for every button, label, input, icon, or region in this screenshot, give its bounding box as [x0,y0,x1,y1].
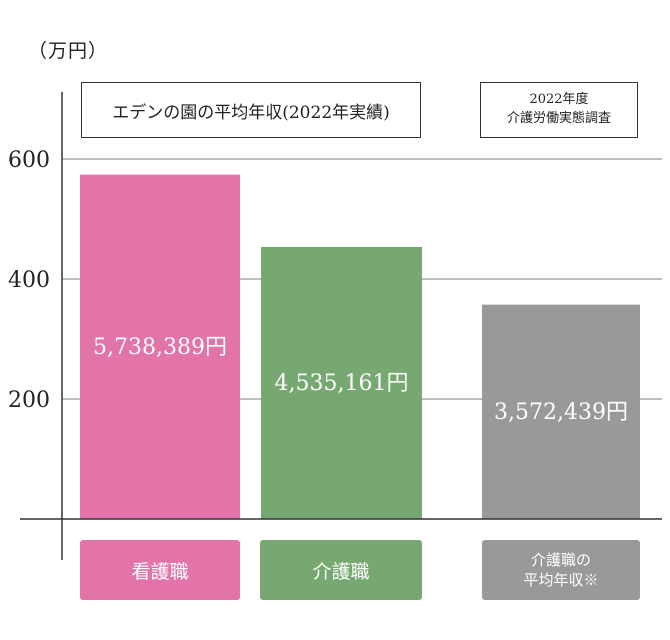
source-note: 2022年度 介護労働実態調査 [480,82,638,138]
bar-2 [482,304,640,519]
category-label-line: 介護職の [530,550,591,569]
category-label-line: 平均年収※ [523,571,599,589]
category-label-line: 介護職 [312,560,370,583]
category-label-caregiver-average: 介護職の平均年収※ [482,540,640,600]
source-survey: 介護労働実態調査 [506,111,611,126]
bar-value-label-0: 5,738,389円 [93,335,227,360]
source-year: 2022年度 [529,92,589,108]
category-label-line: 看護職 [131,560,189,583]
bar-0 [80,174,240,519]
bar-value-label-2: 3,572,439円 [494,400,628,425]
bar-1 [261,246,422,520]
bar-value-label-1: 4,535,161円 [275,371,409,396]
chart-title: エデンの園の平均年収(2022年実績) [81,82,421,138]
y-tick-label-600: 600 [8,148,50,173]
category-label-nurse: 看護職 [80,540,240,600]
y-tick-label-200: 200 [8,388,50,413]
y-tick-label-400: 400 [8,268,50,293]
unit-label: （万円） [28,40,109,62]
category-label-caregiver: 介護職 [260,540,422,600]
